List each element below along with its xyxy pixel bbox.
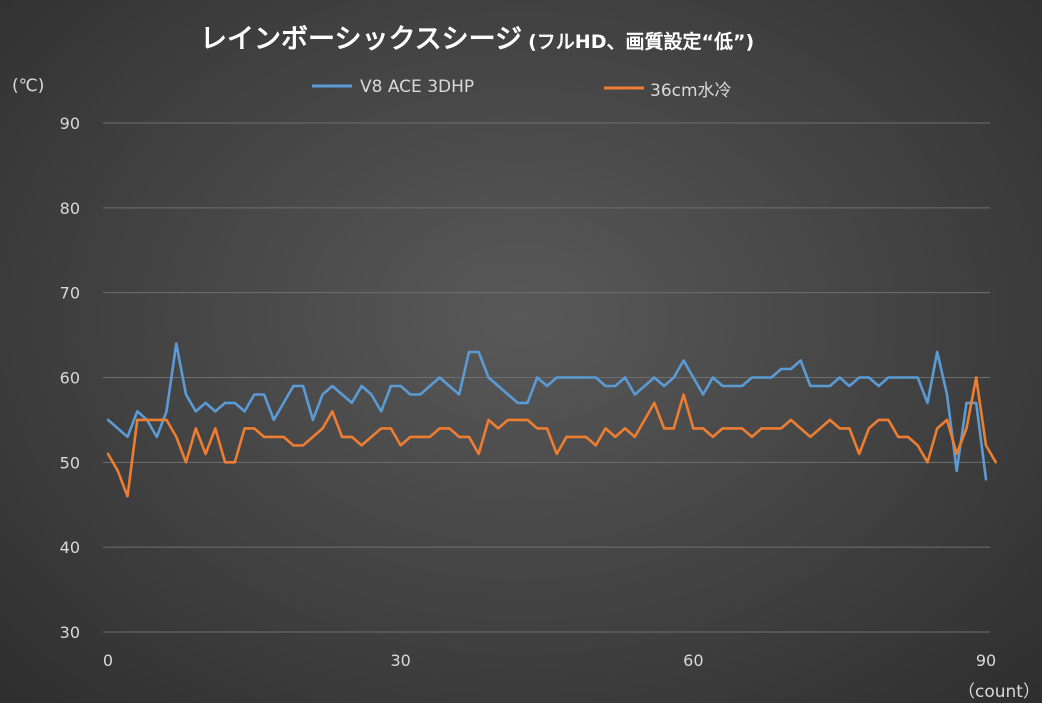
grid xyxy=(103,122,990,633)
y-tick-label: 70 xyxy=(60,284,80,303)
y-tick-label: 50 xyxy=(60,453,80,472)
series-layer xyxy=(106,342,998,498)
chart-title-main: レインボーシックスシージ xyxy=(200,24,522,55)
series-line-0 xyxy=(106,342,988,481)
legend-label-water: 36cm水冷 xyxy=(650,81,732,101)
chart-title: レインボーシックスシージ (フルHD、画質設定“低”) xyxy=(200,24,754,55)
x-tick-label: 60 xyxy=(683,651,703,670)
legend-label-v8: V8 ACE 3DHP xyxy=(360,77,474,97)
x-tick-label: 0 xyxy=(103,651,113,670)
chart-subtitle: (フルHD、画質設定“低”) xyxy=(528,30,754,53)
x-tick-label: 90 xyxy=(976,651,996,670)
y-tick-label: 40 xyxy=(60,538,80,557)
y-tick-label: 80 xyxy=(60,199,80,218)
text-layer: レインボーシックスシージ (フルHD、画質設定“低”) (℃) （count） 3… xyxy=(12,24,1040,702)
series-line-1 xyxy=(106,376,998,498)
y-tick-label: 30 xyxy=(60,623,80,642)
x-tick-label: 30 xyxy=(390,651,410,670)
x-axis-unit: （count） xyxy=(958,682,1040,702)
y-tick-label: 60 xyxy=(60,369,80,388)
legend: V8 ACE 3DHP 36cm水冷 xyxy=(312,77,732,101)
y-axis-unit: (℃) xyxy=(12,76,44,96)
y-tick-label: 90 xyxy=(60,114,80,133)
